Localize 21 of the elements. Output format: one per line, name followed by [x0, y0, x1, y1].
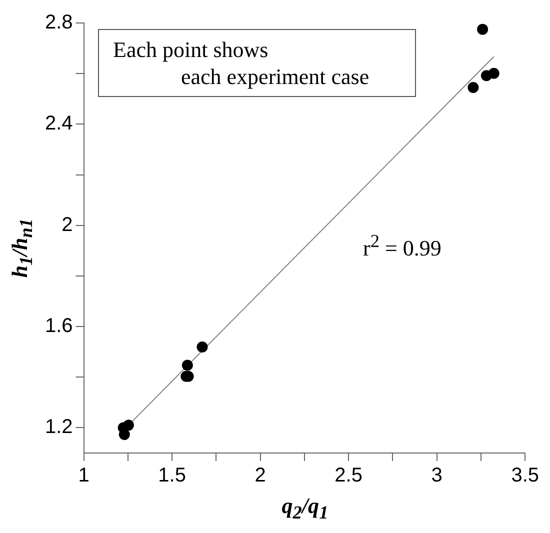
- y-tick-label: 1.2: [44, 416, 73, 438]
- x-tick-label: 1.5: [158, 464, 186, 487]
- x-tick-label: 2.5: [334, 464, 362, 487]
- x-tick-label: 3.5: [511, 464, 540, 487]
- y-tick-label: 2.8: [44, 12, 73, 34]
- y-tick-label: 2: [62, 214, 73, 236]
- y-tick-label: 2.4: [44, 112, 73, 135]
- y-tick-label: 1.6: [44, 315, 73, 338]
- x-tick-label: 1: [78, 464, 90, 487]
- annotation: r$^{2}$ = 0.99: [363, 231, 442, 262]
- annotation: Each point shows each experiment case: [113, 36, 370, 90]
- point: [122, 420, 134, 431]
- x-axis-title: q$_{2}$/q$_{1}$: [280, 492, 330, 523]
- point: [488, 68, 500, 79]
- point: [477, 24, 488, 35]
- point: [196, 342, 208, 353]
- x-tick-label: 3: [431, 464, 442, 487]
- point: [182, 360, 193, 371]
- point: [118, 429, 130, 440]
- x-tick-label: 2: [254, 464, 266, 487]
- point: [468, 82, 479, 93]
